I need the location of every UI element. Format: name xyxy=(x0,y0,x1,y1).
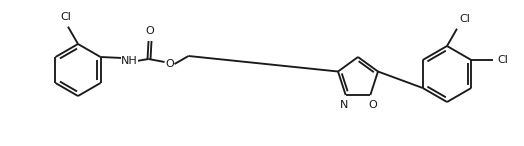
Text: O: O xyxy=(146,26,155,36)
Text: Cl: Cl xyxy=(61,12,71,22)
Text: O: O xyxy=(165,59,174,69)
Text: NH: NH xyxy=(121,56,138,66)
Text: O: O xyxy=(368,100,377,110)
Text: N: N xyxy=(340,100,348,110)
Text: Cl: Cl xyxy=(497,55,508,65)
Text: Cl: Cl xyxy=(459,14,470,24)
